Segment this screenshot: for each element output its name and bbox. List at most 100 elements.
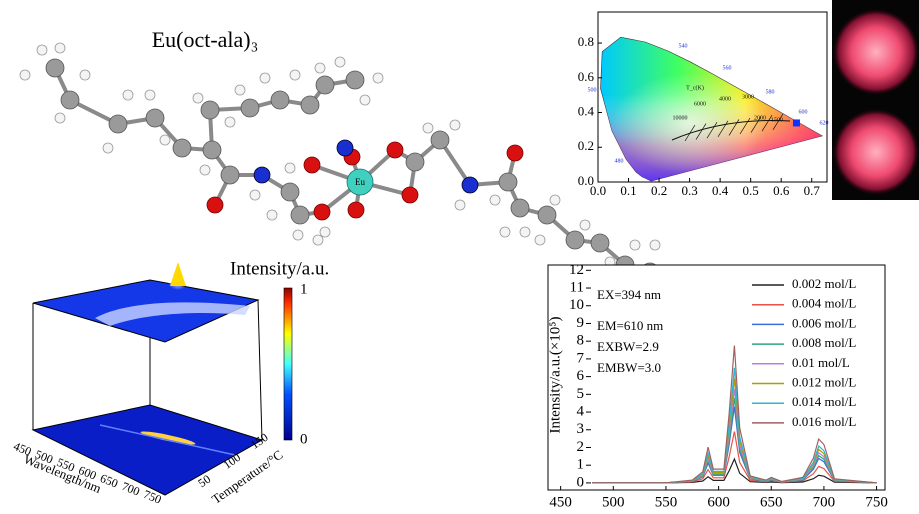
y-tick-label: 5 xyxy=(577,386,585,402)
annotation: EM=610 nm xyxy=(597,318,663,333)
carbon-atom xyxy=(499,173,517,191)
oxygen-atom xyxy=(314,204,330,220)
y-tick-label: 1 xyxy=(577,457,585,473)
atom-label: Eu xyxy=(355,177,365,187)
carbon-atom xyxy=(46,59,64,77)
planck-label: 2000 xyxy=(754,115,766,121)
y-tick-label: 9 xyxy=(577,315,585,331)
planck-label: 3000 xyxy=(742,94,754,100)
y-tick-label: 0.2 xyxy=(578,138,594,153)
y-tick-label: 0 xyxy=(577,474,585,490)
legend-label: 0.014 mol/L xyxy=(792,394,856,409)
hydrogen-atom xyxy=(235,85,245,95)
hydrogen-atom xyxy=(335,57,345,67)
carbon-atom xyxy=(173,139,191,157)
wavelength-label: 620 xyxy=(820,120,829,126)
planck-label: T_c(K) xyxy=(686,84,704,91)
y-tick-label: 11 xyxy=(570,279,584,295)
hydrogen-atom xyxy=(145,90,155,100)
hydrogen-atom xyxy=(225,117,235,127)
hydrogen-atom xyxy=(267,210,277,220)
wavelength-label: 540 xyxy=(679,43,688,49)
wavelength-label: 480 xyxy=(615,158,624,164)
figure: Eu Eu(oct-ala)₃ 10Intensity/a.u.45050055… xyxy=(0,0,919,514)
hydrogen-atom xyxy=(200,165,210,175)
hydrogen-atom xyxy=(490,195,500,205)
y-tick-label: 3 xyxy=(577,421,585,437)
x-tick-label: 0.1 xyxy=(620,183,636,198)
hydrogen-atom xyxy=(423,123,433,133)
x-tick-label: 700 xyxy=(813,494,836,510)
x-tick-label: 0.5 xyxy=(743,183,759,198)
carbon-atom xyxy=(201,101,219,119)
y-tick-label: 0.8 xyxy=(578,34,594,49)
annotation: EXBW=2.9 xyxy=(597,339,659,354)
planck-label: 1500 xyxy=(771,117,783,123)
hydrogen-atom xyxy=(193,93,203,103)
hydrogen-atom xyxy=(123,90,133,100)
photo-sample xyxy=(832,8,919,96)
box-edge xyxy=(258,300,262,440)
hydrogen-atom xyxy=(290,70,300,80)
hydrogen-atom xyxy=(550,195,560,205)
carbon-atom xyxy=(538,206,556,224)
legend-label: 0.004 mol/L xyxy=(792,296,856,311)
y-tick-label: 150 xyxy=(248,430,271,452)
legend-label: 0.008 mol/L xyxy=(792,335,856,350)
x-tick-label: 0.7 xyxy=(804,183,821,198)
hydrogen-atom xyxy=(260,73,270,83)
carbon-atom xyxy=(203,141,221,159)
y-tick-label: 0.6 xyxy=(578,69,595,84)
carbon-atom xyxy=(221,166,239,184)
hydrogen-atom xyxy=(450,120,460,130)
legend-label: 0.012 mol/L xyxy=(792,374,856,389)
y-tick-label: 8 xyxy=(577,333,585,349)
wavelength-label: 600 xyxy=(799,109,808,115)
hydrogen-atom xyxy=(630,240,640,250)
oxygen-atom xyxy=(402,187,418,203)
hydrogen-atom xyxy=(535,235,545,245)
y-tick-label: 4 xyxy=(577,403,585,419)
y-tick-label: 7 xyxy=(577,350,585,366)
molecule-title: Eu(oct-ala)₃ xyxy=(152,27,259,52)
carbon-atom xyxy=(281,183,299,201)
hydrogen-atom xyxy=(80,70,90,80)
carbon-atom xyxy=(61,91,79,109)
hydrogen-atom xyxy=(160,135,170,145)
hydrogen-atom xyxy=(580,220,590,230)
hydrogen-atom xyxy=(285,163,295,173)
x-tick-label: 650 xyxy=(760,494,783,510)
x-tick-label: 600 xyxy=(707,494,730,510)
y-tick-label: 6 xyxy=(577,368,585,384)
hydrogen-atom xyxy=(55,113,65,123)
hydrogen-atom xyxy=(20,70,30,80)
oxygen-atom xyxy=(387,142,403,158)
colorbar-label: 0 xyxy=(300,431,308,447)
carbon-atom xyxy=(591,234,609,252)
carbon-atom xyxy=(241,99,259,117)
z-axis-label: Intensity/a.u. xyxy=(230,258,329,279)
y-axis-label: Intensity/a.u.(×10⁵) xyxy=(547,316,563,433)
legend-label: 0.016 mol/L xyxy=(792,414,856,429)
nitrogen-atom xyxy=(337,140,353,156)
planck-label: 10000 xyxy=(673,115,688,121)
carbon-atom xyxy=(346,71,364,89)
hydrogen-atom xyxy=(360,95,370,105)
hydrogen-atom xyxy=(320,227,330,237)
nitrogen-atom xyxy=(254,167,270,183)
legend-label: 0.006 mol/L xyxy=(792,315,856,330)
carbon-atom xyxy=(291,206,309,224)
carbon-atom xyxy=(566,231,584,249)
x-tick-label: 550 xyxy=(655,494,678,510)
y-tick-label: 0.4 xyxy=(578,104,595,119)
chromaticity-point xyxy=(793,119,800,126)
x-tick-label: 0.3 xyxy=(681,183,697,198)
planck-label: 6000 xyxy=(694,101,706,107)
annotation: EX=394 nm xyxy=(597,287,661,302)
oxygen-atom xyxy=(348,202,364,218)
bond xyxy=(210,80,355,150)
planck-label: 4000 xyxy=(719,96,731,102)
cie-chart: 0.00.10.20.30.40.50.60.70.00.20.40.60.85… xyxy=(578,12,829,198)
